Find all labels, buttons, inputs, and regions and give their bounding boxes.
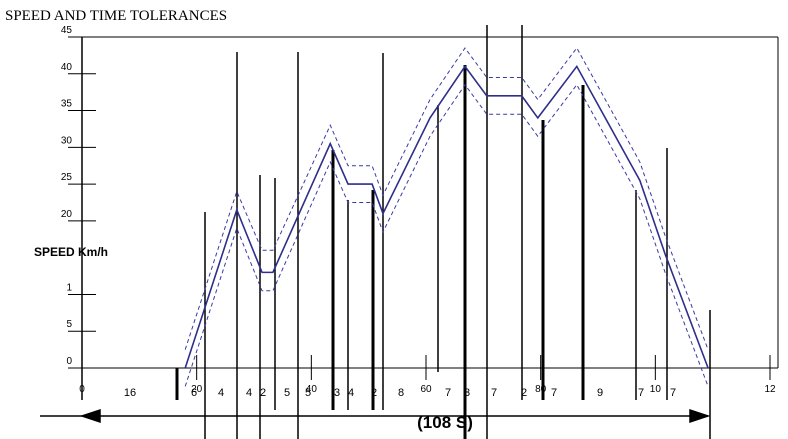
annotation: 3 [464,387,470,399]
annotation: 4 [348,387,354,399]
annotation: 16 [124,387,136,399]
annotation: 3 [334,387,340,399]
tolerance-line [184,47,709,350]
annotation: 2 [260,387,266,399]
annotation: 6 [191,387,197,399]
y-tick-label: 0 [66,356,72,367]
x-tick-label: 40 [306,384,318,395]
annotation: 5 [305,387,311,399]
annotation: 2 [521,387,527,399]
annotation: 7 [551,387,557,399]
annotation: 7 [638,387,644,399]
x-tick-label: 10 [650,384,662,395]
y-tick-label: 45 [61,25,73,36]
duration-arrow [40,408,711,424]
chart-title: SPEED AND TIME TOLERANCES [5,8,227,24]
segment-durations: 16 6 4 4 2 5 5 3 4 2 8 7 3 7 2 7 9 7 7 [124,387,676,399]
annotation: 9 [597,387,603,399]
y-tick-label: 1 [66,282,72,293]
frame [81,36,779,400]
y-tick-label: 20 [61,209,73,220]
annotation: 7 [445,387,451,399]
y-tick-label: 35 [61,99,73,110]
y-axis-label: SPEED Km/h [34,245,108,259]
y-tick-label: 25 [61,172,73,183]
annotation: 7 [491,387,497,399]
annotation: 4 [246,387,252,399]
x-tick-label: 20 [191,384,203,395]
annotation: 5 [284,387,290,399]
annotation: 7 [670,387,676,399]
x-tick-label: 0 [79,384,85,395]
x-tick-label: 80 [535,384,547,395]
tolerance-line [184,83,709,387]
annotation: 2 [371,387,377,399]
annotation: 8 [398,387,404,399]
x-tick-label: 12 [764,384,776,395]
y-tick-label: 30 [61,135,73,146]
y-tick-label: 40 [61,62,73,73]
x-tick-label: 60 [420,384,432,395]
duration-label: (108 S) [417,413,473,432]
annotation: 4 [218,387,224,399]
y-tick-label: 5 [66,319,72,330]
phase-lines [175,25,711,439]
speed-line [184,64,709,369]
